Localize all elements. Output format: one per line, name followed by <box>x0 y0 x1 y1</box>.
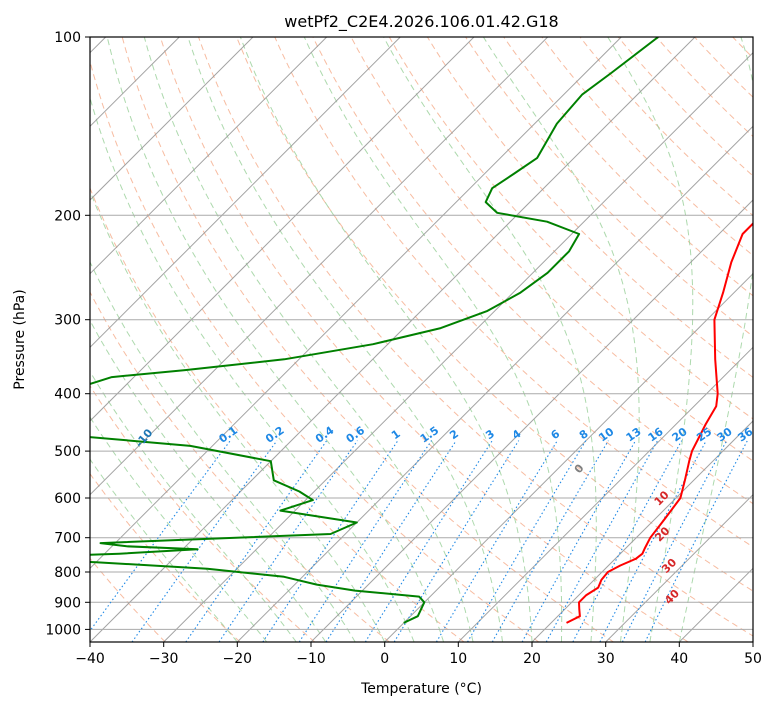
mixing-ratio-line <box>572 440 683 642</box>
y-tick-label: 900 <box>54 595 81 611</box>
isotherm <box>90 37 328 275</box>
isotherm <box>163 51 753 642</box>
grid-layer <box>90 37 753 642</box>
y-tick-label: 1000 <box>45 622 81 638</box>
dry-adiabat <box>90 186 465 642</box>
mixing-ratio-line <box>435 440 558 642</box>
moist-adiabat <box>143 37 474 642</box>
temperature-trace <box>566 222 753 624</box>
x-axis-title: Temperature (°C) <box>360 681 482 697</box>
x-tick-label: 50 <box>744 651 762 667</box>
x-tick-label: 20 <box>523 651 541 667</box>
mixing-ratio-line <box>131 440 278 642</box>
isotherm <box>531 420 753 642</box>
dry-adiabat <box>236 37 753 592</box>
mixing-ratio-line <box>218 440 358 642</box>
x-tick-label: 30 <box>597 651 615 667</box>
y-tick-label: 600 <box>54 491 81 507</box>
isotherm <box>90 37 475 422</box>
x-tick-label: −10 <box>296 651 326 667</box>
mixing-ratio-label: 36 <box>735 425 755 445</box>
moist-adiabat <box>383 37 597 642</box>
moist-adiabat <box>678 37 753 642</box>
isotherm <box>90 37 401 349</box>
y-tick-label: 800 <box>54 565 81 581</box>
moist-adiabat <box>482 37 640 642</box>
dewpoint-trace <box>90 37 659 624</box>
moist-adiabat <box>90 189 386 642</box>
mixing-ratio-line <box>364 440 493 642</box>
dry-adiabat <box>312 37 753 505</box>
dry-adiabat <box>121 37 614 642</box>
isotherm <box>310 199 753 642</box>
moist-adiabat <box>90 416 268 642</box>
dry-adiabat <box>274 37 753 548</box>
mixing-ratio-line <box>393 440 520 642</box>
isotherm <box>90 37 254 201</box>
dry-adiabat <box>90 384 316 642</box>
y-tick-label: 300 <box>54 313 81 329</box>
isotherm <box>605 493 753 642</box>
mixing-ratio-line <box>262 440 399 642</box>
moist-adiabat <box>239 37 533 642</box>
y-tick-label: 100 <box>54 30 81 46</box>
mixing-ratio-line <box>185 440 328 642</box>
moist-adiabat <box>90 319 327 642</box>
moist-adiabat <box>90 458 238 642</box>
dry-adiabat <box>426 37 753 379</box>
moist-adiabat <box>90 370 297 642</box>
mixing-ratio-line <box>521 440 637 642</box>
isotherm <box>90 37 549 496</box>
y-tick-label: 200 <box>54 208 81 224</box>
x-tick-label: −40 <box>75 651 105 667</box>
axes-layer: −40 −30 −20 −10 0 10 20 30 40 50 1000 900 800 700 600 5… <box>45 30 762 667</box>
x-tick-label: 0 <box>380 651 389 667</box>
mixing-ratio-line <box>467 440 587 642</box>
x-tick-label: −20 <box>223 651 253 667</box>
trace-layer <box>90 37 753 624</box>
moist-adiabat <box>607 37 694 642</box>
dry-adiabat <box>159 37 689 642</box>
y-tick-label: 700 <box>54 531 81 547</box>
mixing-ratio-line <box>298 440 432 642</box>
isotherm <box>236 125 753 642</box>
chart-title: wetPf2_C2E4.2026.106.01.42.G18 <box>284 12 558 32</box>
x-tick-label: −30 <box>149 651 179 667</box>
plot-frame <box>89 36 754 643</box>
dry-adiabat <box>350 37 753 462</box>
moist-adiabat <box>187 37 503 642</box>
isotherm <box>90 37 622 570</box>
moist-adiabat <box>90 260 356 642</box>
y-tick-label: 500 <box>54 444 81 460</box>
x-tick-label: 40 <box>670 651 688 667</box>
dry-adiabat <box>90 59 540 642</box>
isotherm <box>384 272 753 642</box>
mixing-ratio-line <box>90 440 231 632</box>
y-tick-label: 400 <box>54 387 81 403</box>
dry-adiabat <box>197 37 753 637</box>
dry-adiabat <box>90 472 241 642</box>
y-axis-title: Pressure (hPa) <box>12 289 28 389</box>
mixing-ratio-line <box>644 440 748 642</box>
mixing-ratio-line <box>545 440 659 642</box>
mixing-ratio-line <box>325 440 457 642</box>
moist-adiabat <box>303 37 563 642</box>
moist-adiabat <box>106 37 445 642</box>
dry-adiabat <box>388 37 753 420</box>
x-tick-label: 10 <box>449 651 467 667</box>
isotherm <box>457 346 753 642</box>
